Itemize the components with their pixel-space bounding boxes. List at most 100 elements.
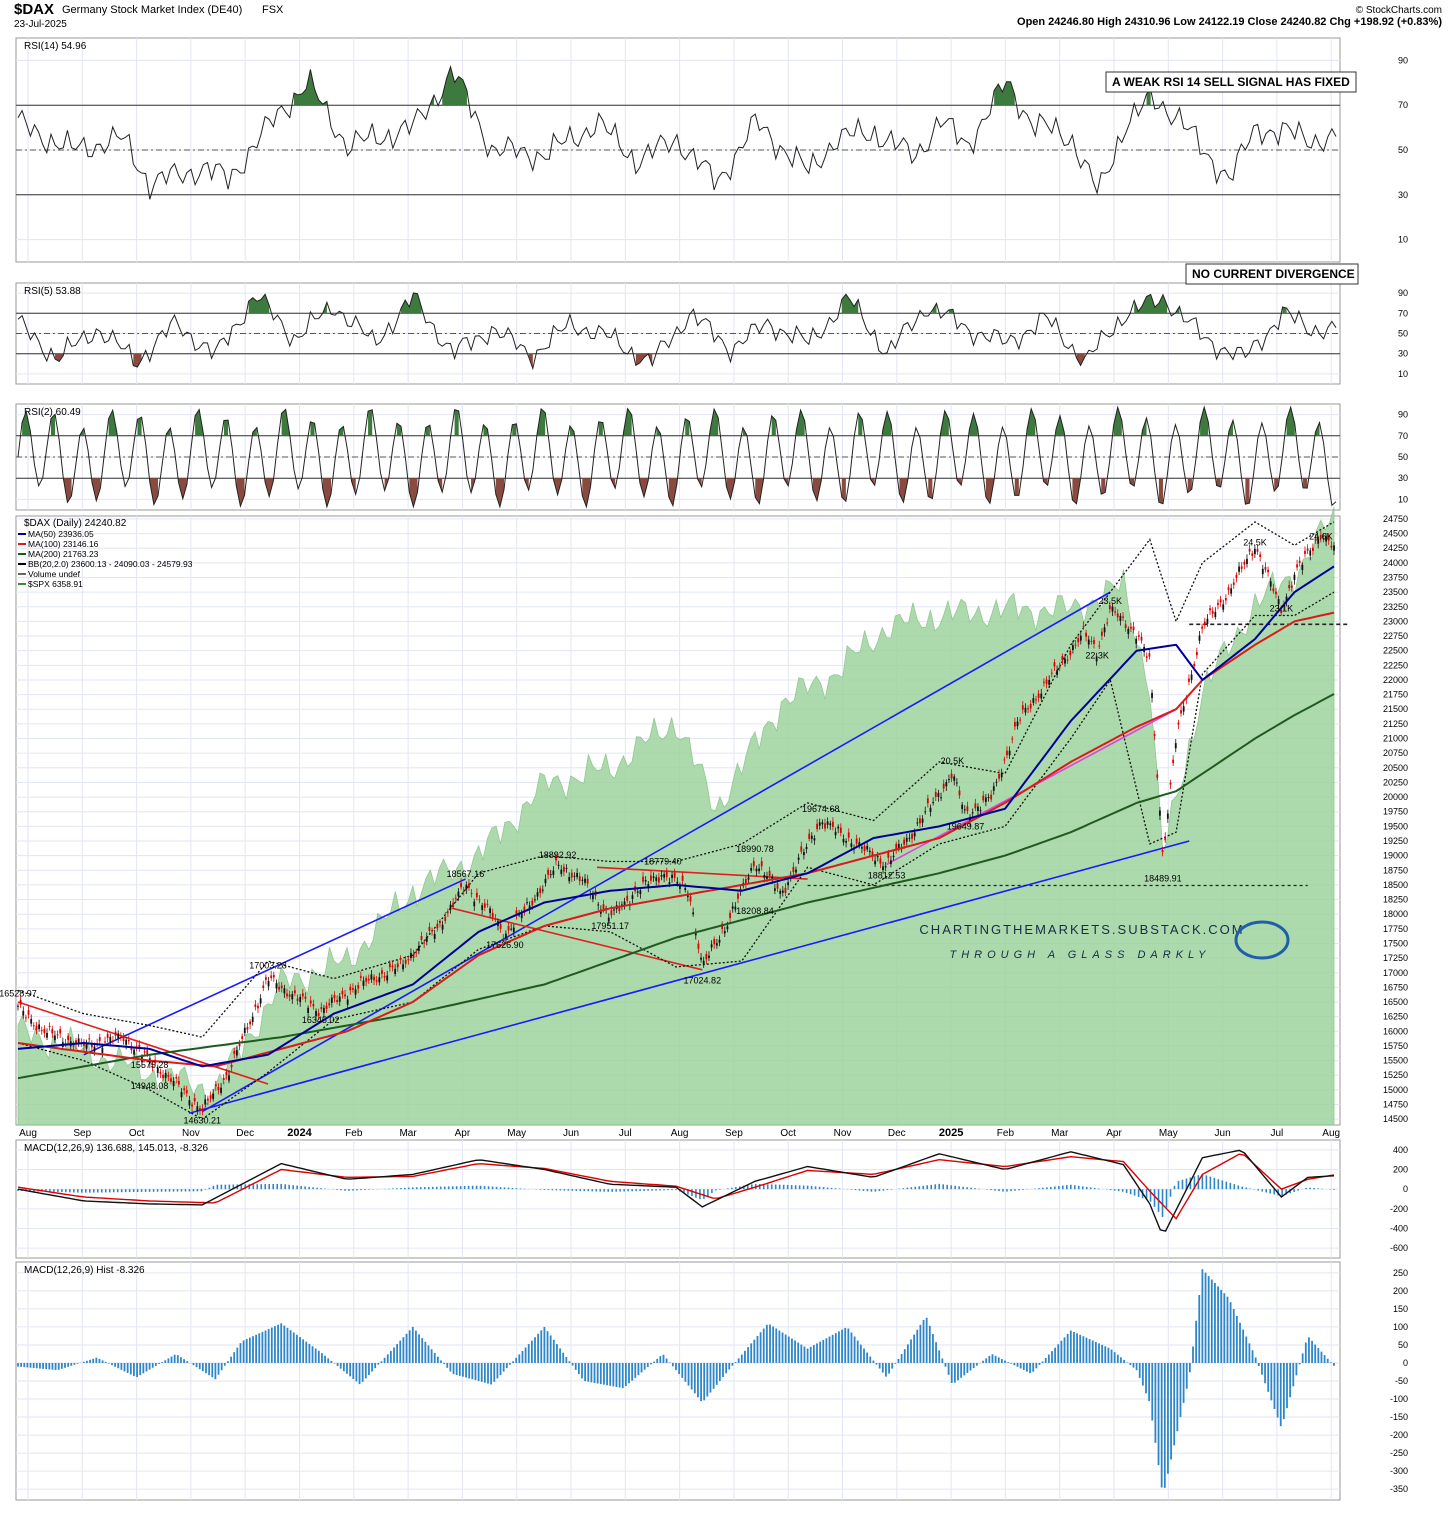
rsi2-line <box>17 405 1337 509</box>
candle-body <box>602 904 605 910</box>
candle-body <box>555 855 557 861</box>
candle-body <box>805 846 808 850</box>
candle-body <box>367 978 370 981</box>
candle-body <box>489 908 491 913</box>
candle-body <box>982 795 985 801</box>
candle-body <box>481 905 484 911</box>
candle-body <box>1319 535 1322 539</box>
rsi5-zone-fill <box>841 294 859 314</box>
candle-body <box>1166 813 1169 819</box>
rsi14-line <box>17 65 1337 200</box>
candle-body <box>193 1097 196 1102</box>
candle-body <box>188 1100 191 1106</box>
candle-body <box>586 878 589 884</box>
candle-body <box>1230 588 1233 594</box>
candle-body <box>1193 663 1196 666</box>
candle-body <box>504 933 507 939</box>
rsi14-ytick: 30 <box>1398 190 1408 200</box>
rsi5-ytick: 70 <box>1398 308 1408 318</box>
price-ytick: 16000 <box>1383 1026 1408 1036</box>
x-axis-label: Dec <box>888 1128 906 1139</box>
candle-body <box>38 1024 40 1030</box>
candle-body <box>19 999 22 1005</box>
candle-body <box>172 1081 175 1087</box>
candle-body <box>1011 738 1014 740</box>
rsi2-zone-fill <box>1200 407 1209 436</box>
bollinger-upper <box>17 521 1335 1038</box>
candle-body <box>955 782 958 784</box>
candle-body <box>1032 698 1035 703</box>
rsi2-zone-fill <box>195 409 204 436</box>
candle-body <box>536 892 539 897</box>
candle-body <box>797 857 800 860</box>
macd_hist-ytick: 100 <box>1393 1322 1408 1332</box>
rsi2-zone-fill <box>1043 478 1048 486</box>
candle-body <box>1074 644 1077 646</box>
candle-body <box>362 980 365 986</box>
header-exchange: FSX <box>262 4 284 16</box>
candle-body <box>90 1043 93 1048</box>
rsi14-legend-0: RSI(14) 54.96 <box>24 41 87 52</box>
rsi2-zone-fill <box>536 408 546 436</box>
candle-body <box>526 902 528 904</box>
rsi2-zone-fill <box>771 415 776 436</box>
candle-body <box>1137 635 1140 637</box>
rsi2-zone-fill <box>252 427 257 436</box>
candle-body <box>940 797 942 799</box>
candle-body <box>286 993 288 997</box>
x-axis-label: Sep <box>73 1128 91 1139</box>
candle-body <box>650 875 652 881</box>
candle-body <box>1101 631 1103 636</box>
candle-body <box>40 1029 43 1031</box>
price-ytick: 24750 <box>1383 514 1408 524</box>
candle-body <box>816 823 818 830</box>
candle-body <box>861 847 863 849</box>
candle-body <box>948 779 950 781</box>
macd_hist-ytick: -150 <box>1390 1412 1408 1422</box>
candle-body <box>1108 605 1111 610</box>
price-ytick: 14500 <box>1383 1114 1408 1124</box>
candle-body <box>766 876 768 879</box>
candle-body <box>454 897 457 899</box>
candle-body <box>1090 640 1093 642</box>
candle-body <box>133 1049 135 1055</box>
price-label: 17024.82 <box>684 975 722 985</box>
candle-body <box>1174 743 1177 749</box>
rsi5-legend-0: RSI(5) 53.88 <box>24 286 81 297</box>
candle-body <box>452 902 455 907</box>
candle-body <box>357 985 360 989</box>
price-ytick: 19000 <box>1383 851 1408 861</box>
candle-body <box>700 957 702 960</box>
candle-body <box>1048 679 1051 685</box>
candle-body <box>876 855 879 858</box>
candle-body <box>338 996 341 1002</box>
candle-body <box>563 866 565 872</box>
candle-body <box>512 927 515 933</box>
candle-body <box>618 906 621 912</box>
macd_hist-ytick: 150 <box>1393 1304 1408 1314</box>
candle-body <box>254 1004 257 1007</box>
candle-body <box>412 953 415 958</box>
x-axis-label: Jul <box>619 1128 632 1139</box>
rsi5-zone-fill <box>1282 307 1287 314</box>
rsi2-zone-fill <box>454 409 459 436</box>
candle-body <box>723 930 726 934</box>
candle-body <box>228 1075 230 1081</box>
candle-body <box>1285 596 1288 602</box>
rsi2-zone-fill <box>396 423 402 436</box>
macd-line-macd <box>17 1149 1335 1232</box>
candle-body <box>573 875 576 877</box>
candle-body <box>1035 699 1037 701</box>
candle-body <box>267 980 270 987</box>
candle-body <box>697 943 700 949</box>
price-legend-2: MA(200) 21763.23 <box>28 549 99 559</box>
price-ytick: 16500 <box>1383 997 1408 1007</box>
rsi14-ytick: 70 <box>1398 100 1408 110</box>
candle-body <box>159 1072 162 1074</box>
candle-body <box>106 1034 109 1038</box>
candle-body <box>460 882 462 888</box>
candle-body <box>433 933 436 939</box>
macd-frame <box>15 1139 1341 1259</box>
candle-body <box>795 869 797 873</box>
candle-body <box>323 1007 325 1014</box>
